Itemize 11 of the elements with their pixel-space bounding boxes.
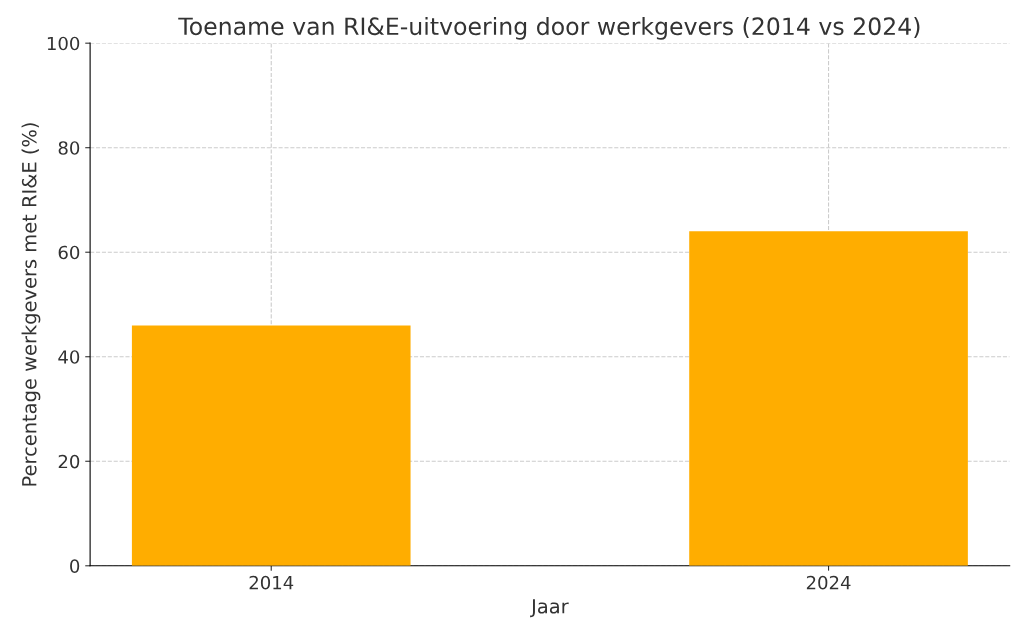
y-tick-label: 80 <box>58 141 80 155</box>
chart-title: Toename van RI&E-uitvoering door werkgevers (2014 vs 2024) <box>178 16 920 40</box>
y-tick-label: 40 <box>58 350 80 364</box>
y-tick-label: 100 <box>47 36 80 51</box>
x-tick-label: 2014 <box>249 575 294 590</box>
x-tick-label: 2024 <box>806 575 851 590</box>
y-tick-label: 0 <box>70 559 80 573</box>
y-tick-label: 20 <box>58 454 80 469</box>
x-axis-title: Jaar <box>530 599 569 618</box>
y-axis-title: Percentage werkgevers met RI&E (%) <box>21 123 41 486</box>
y-tick-label: 60 <box>58 245 80 260</box>
